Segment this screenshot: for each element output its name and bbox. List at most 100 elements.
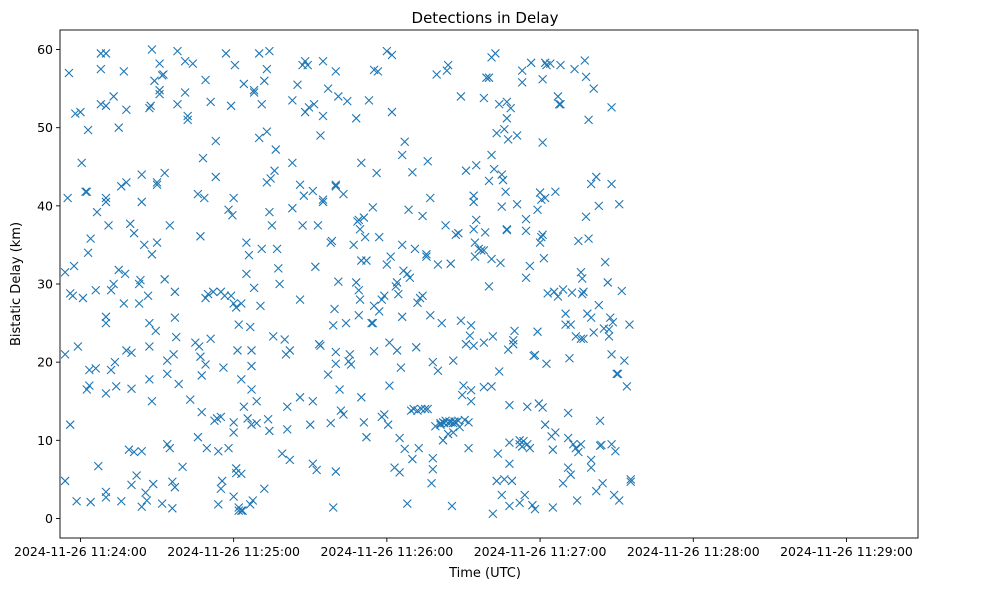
data-point <box>498 175 508 185</box>
data-point <box>460 415 470 425</box>
data-point <box>611 446 620 456</box>
data-point <box>96 64 106 74</box>
data-point <box>356 158 366 168</box>
data-point <box>539 253 549 263</box>
data-point <box>591 486 601 496</box>
data-point <box>308 459 318 469</box>
data-point <box>101 193 111 203</box>
data-point <box>213 500 223 509</box>
data-point <box>82 187 92 197</box>
data-point <box>262 64 272 74</box>
data-point <box>104 220 113 230</box>
data-point <box>254 133 264 143</box>
data-point <box>152 180 162 190</box>
data-point <box>147 249 157 259</box>
data-point <box>147 396 157 406</box>
data-point <box>351 113 361 123</box>
data-point <box>331 347 341 357</box>
data-point <box>234 506 244 516</box>
data-point <box>83 248 93 258</box>
data-point <box>506 103 516 113</box>
data-point <box>318 195 328 204</box>
data-point <box>466 396 476 406</box>
data-point <box>436 418 445 428</box>
data-point <box>101 197 111 207</box>
data-point <box>213 446 223 456</box>
data-point <box>101 318 111 328</box>
data-point <box>116 496 126 506</box>
data-point <box>493 449 503 458</box>
data-point <box>285 346 295 355</box>
data-point <box>464 417 473 427</box>
data-point <box>259 76 269 86</box>
data-point <box>167 477 177 487</box>
data-point <box>298 220 307 230</box>
data-point <box>579 334 588 344</box>
data-point <box>336 406 346 415</box>
data-point <box>268 331 278 341</box>
data-point <box>374 232 384 242</box>
data-point <box>248 496 258 505</box>
data-point <box>396 363 406 373</box>
data-point <box>178 462 187 472</box>
data-point <box>282 424 292 434</box>
data-point <box>497 490 507 500</box>
data-point <box>188 59 198 68</box>
data-point <box>533 327 542 337</box>
data-point <box>572 496 582 505</box>
data-point <box>502 224 512 234</box>
data-point <box>484 176 494 186</box>
data-point <box>101 487 111 497</box>
data-point <box>219 363 228 373</box>
data-point <box>119 299 129 308</box>
data-point <box>418 211 427 221</box>
data-point <box>277 449 287 458</box>
data-point <box>229 299 239 308</box>
data-point <box>622 381 632 391</box>
data-point <box>139 240 149 250</box>
data-point <box>535 238 545 247</box>
data-point <box>304 102 314 112</box>
data-point <box>257 244 267 254</box>
data-point <box>536 232 546 242</box>
data-point <box>558 478 568 488</box>
data-point <box>433 260 443 269</box>
data-point <box>233 346 242 355</box>
data-point <box>170 482 180 492</box>
data-point <box>392 278 402 287</box>
y-tick-label: 30 <box>37 277 53 292</box>
data-point <box>625 320 634 330</box>
data-point <box>101 49 111 58</box>
data-point <box>538 138 548 147</box>
data-point <box>239 79 249 89</box>
data-point <box>586 463 596 473</box>
data-point <box>443 60 453 70</box>
data-point <box>326 418 336 428</box>
data-point <box>119 67 129 76</box>
data-point <box>367 318 376 328</box>
data-point <box>441 220 450 230</box>
data-point <box>312 465 322 475</box>
data-point <box>505 501 514 511</box>
data-point <box>397 150 407 160</box>
data-point <box>612 369 622 379</box>
data-point <box>136 275 145 285</box>
data-point <box>68 291 78 301</box>
data-point <box>280 335 290 344</box>
data-point <box>308 186 318 196</box>
data-point <box>374 306 384 316</box>
data-point <box>589 84 599 94</box>
data-point <box>510 326 519 336</box>
data-point <box>479 93 489 103</box>
data-point <box>586 455 596 465</box>
data-point <box>82 385 92 394</box>
data-point <box>607 439 616 449</box>
data-point <box>360 232 370 242</box>
data-point <box>157 499 167 509</box>
data-point <box>238 506 247 516</box>
data-point <box>93 461 103 471</box>
data-point <box>563 408 573 418</box>
data-point <box>183 111 193 121</box>
data-point <box>316 341 325 351</box>
